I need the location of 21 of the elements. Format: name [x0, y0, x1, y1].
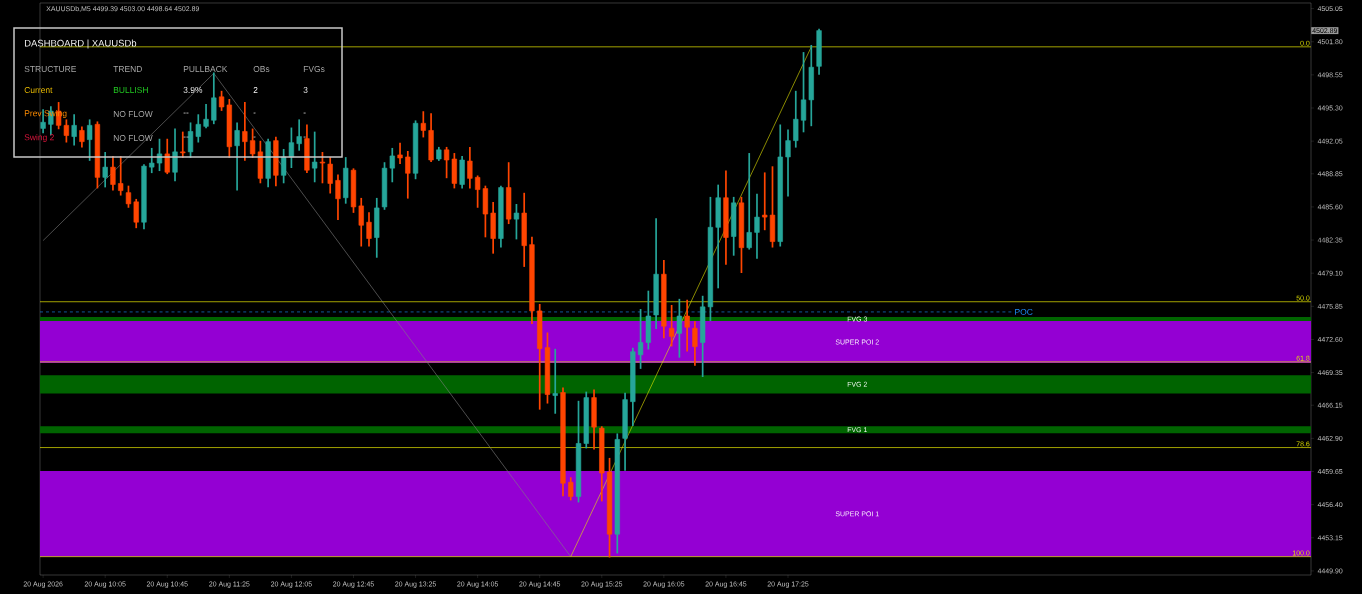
annotation: OBs	[253, 66, 270, 72]
annotation: TREND	[113, 66, 142, 72]
annotation: 2	[253, 87, 258, 93]
annotation: Swing 2	[24, 134, 54, 142]
annotation: -	[253, 136, 256, 138]
annotation: STRUCTURE	[24, 66, 77, 72]
annotation: NO FLOW	[113, 135, 153, 141]
annotation: FVGs	[303, 66, 325, 72]
annotation: -	[303, 136, 306, 138]
annotation: PULLBACK	[183, 66, 228, 72]
annotation: BULLISH	[113, 87, 148, 93]
annotation: NO FLOW	[113, 111, 153, 117]
annotation: 3	[303, 87, 308, 93]
ref-line-label: POC	[1015, 308, 1033, 315]
annotation: -	[303, 112, 306, 114]
annotation: --	[183, 112, 189, 114]
annotation: --	[183, 136, 189, 138]
annotation: -	[253, 112, 256, 114]
annotation: 3.9%	[183, 87, 203, 93]
annotation: DASHBOARD | XAUUSDb	[24, 39, 137, 49]
annotation: Current	[24, 87, 53, 93]
